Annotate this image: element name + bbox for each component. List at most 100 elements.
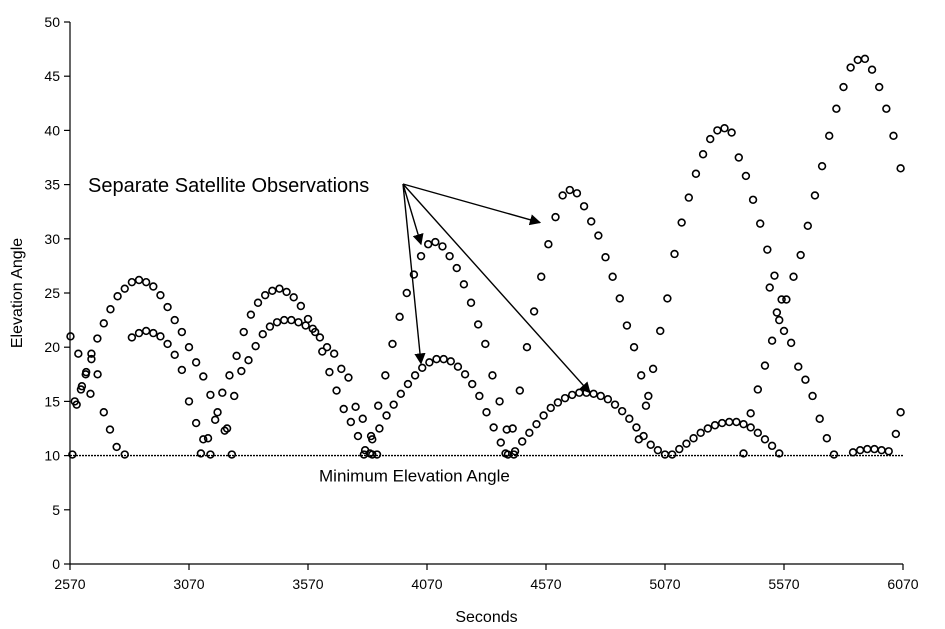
data-point xyxy=(93,370,102,379)
data-point xyxy=(315,333,325,342)
data-point xyxy=(558,191,567,200)
x-tick-label: 6070 xyxy=(887,576,918,592)
data-point xyxy=(446,357,455,366)
data-point xyxy=(177,365,187,375)
x-tick-label: 4570 xyxy=(530,576,561,592)
data-point xyxy=(239,327,248,337)
points-group xyxy=(66,54,905,459)
data-point xyxy=(163,339,172,349)
x-tick-label: 5070 xyxy=(649,576,680,592)
annotation-label: Separate Satellite Observations xyxy=(88,175,369,197)
data-point xyxy=(848,448,858,457)
annotation-arrow xyxy=(402,183,542,226)
data-point xyxy=(720,124,729,133)
annotation-arrow xyxy=(402,183,591,394)
data-point xyxy=(589,389,598,399)
data-point xyxy=(246,310,256,319)
data-point xyxy=(230,391,239,401)
data-point xyxy=(149,282,158,291)
data-point xyxy=(789,272,798,281)
data-point xyxy=(196,449,206,458)
data-point xyxy=(546,403,555,413)
data-point xyxy=(760,435,770,444)
data-point xyxy=(567,390,577,400)
data-point xyxy=(294,318,303,327)
data-point xyxy=(344,373,353,382)
data-point xyxy=(572,189,582,198)
data-point xyxy=(93,334,102,343)
data-point xyxy=(372,450,382,459)
data-point xyxy=(884,447,893,456)
data-point xyxy=(74,349,83,358)
data-point xyxy=(646,440,655,449)
data-point xyxy=(777,295,786,304)
data-point xyxy=(839,82,848,92)
data-point xyxy=(227,450,237,459)
data-point xyxy=(860,54,870,64)
data-point xyxy=(106,305,115,314)
data-point xyxy=(501,449,510,458)
data-point xyxy=(149,328,158,338)
data-point xyxy=(329,349,339,358)
data-point xyxy=(210,415,220,425)
data-point xyxy=(359,450,369,459)
data-point xyxy=(641,401,651,410)
data-point xyxy=(727,128,736,137)
y-tick-label: 50 xyxy=(44,14,60,30)
data-point xyxy=(896,408,905,417)
y-tick-label: 20 xyxy=(44,339,60,355)
data-point xyxy=(308,324,317,333)
data-point xyxy=(86,389,95,399)
data-point xyxy=(891,429,901,439)
data-point xyxy=(280,315,289,325)
x-tick-label: 4070 xyxy=(411,576,442,592)
data-point xyxy=(409,270,419,279)
data-point xyxy=(656,326,665,336)
data-point xyxy=(203,434,213,443)
data-point xyxy=(225,371,234,380)
data-point xyxy=(734,153,743,162)
data-point xyxy=(81,370,90,379)
data-point xyxy=(120,284,129,293)
data-point xyxy=(184,343,194,352)
data-point xyxy=(495,397,504,406)
data-point xyxy=(156,332,165,341)
data-point xyxy=(322,343,332,352)
data-point xyxy=(779,326,789,336)
data-point xyxy=(358,414,367,423)
data-point xyxy=(867,65,877,74)
data-point xyxy=(251,341,260,351)
data-point xyxy=(265,322,275,331)
data-point xyxy=(199,435,208,444)
data-point xyxy=(99,408,108,417)
data-point xyxy=(667,450,677,459)
data-point xyxy=(260,290,270,300)
data-point xyxy=(337,364,346,374)
data-point xyxy=(496,438,505,447)
data-point xyxy=(141,277,151,287)
x-tick-label: 3070 xyxy=(173,576,204,592)
data-point xyxy=(575,388,584,397)
data-point xyxy=(636,371,646,380)
data-point xyxy=(515,386,525,395)
data-point xyxy=(127,277,137,287)
data-point xyxy=(551,212,560,222)
data-point xyxy=(396,389,406,399)
data-point xyxy=(763,245,772,254)
data-point xyxy=(801,375,810,384)
data-point xyxy=(775,449,784,458)
axes-group: 0 5 10 15 20 25 30 35 40 45 50 2570 3070 3570 4070 4570… xyxy=(44,14,918,592)
data-point xyxy=(488,371,497,380)
data-point xyxy=(244,356,253,365)
data-point xyxy=(706,134,715,144)
data-point xyxy=(810,191,820,200)
data-point xyxy=(199,372,208,381)
data-point xyxy=(698,150,708,159)
data-point xyxy=(565,185,574,195)
data-point xyxy=(539,411,548,420)
data-point xyxy=(832,104,841,113)
y-axis-title: Elevation Angle xyxy=(9,238,26,348)
data-point xyxy=(282,287,291,297)
data-point xyxy=(710,421,720,430)
